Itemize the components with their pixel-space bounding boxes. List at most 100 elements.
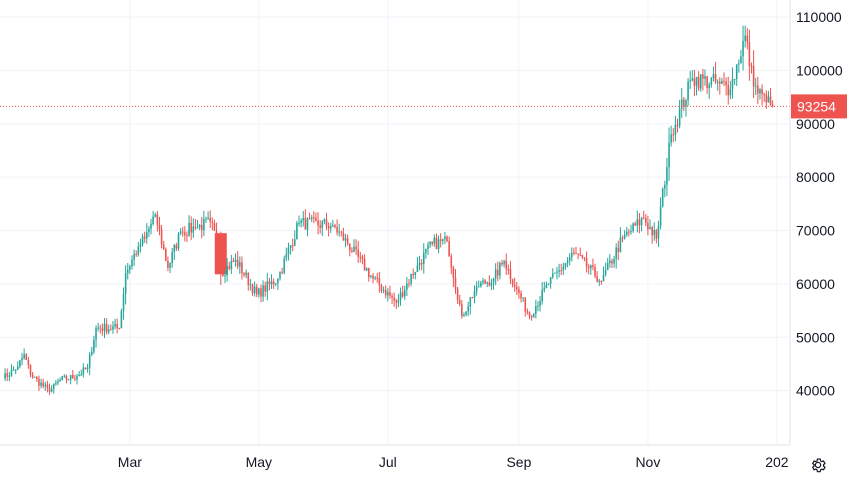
candle-body [184,232,186,236]
candle-body [488,282,491,286]
candle [678,99,681,129]
candle [258,287,260,298]
candle [507,264,510,275]
candle-body [727,85,730,96]
candle [558,263,560,278]
candle-body [74,378,76,380]
candle [169,262,171,274]
candle-body [761,89,763,95]
chart-settings-button[interactable] [807,454,829,476]
candle-body [568,257,571,261]
candle-body [188,222,190,236]
candle-body [334,225,336,228]
candle-body [253,286,256,294]
candle [150,218,152,235]
candle-body [611,260,613,264]
candle [260,284,262,303]
candle-body [545,284,548,288]
candle [247,272,250,291]
candle-body [471,297,474,299]
candle-body [50,389,53,392]
candle [619,227,622,253]
candle-body [649,227,651,230]
candle-body [46,384,49,388]
candle [425,248,427,259]
candle [437,235,440,254]
candle-body [283,258,286,273]
candle [348,243,351,257]
candle [744,25,746,48]
candle [403,285,406,301]
candle [137,241,140,257]
candle [680,88,683,118]
candle-body [537,305,539,307]
candle [763,92,765,102]
candle [427,241,429,255]
candle-body [499,262,501,276]
candle-body [418,262,421,266]
candle-body [52,383,55,390]
candle-body [329,226,332,229]
candle-body [716,81,719,83]
candle [623,230,626,240]
candle [494,263,497,286]
candle [313,211,315,224]
candle [408,278,410,288]
price-axis[interactable]: 40000 50000 60000 70000 80000 90000 100000 1100… [796,9,843,399]
candle-body [757,85,759,94]
candle [556,266,558,280]
candle-body [298,223,300,225]
candle [522,297,524,302]
candle-body [562,266,565,271]
candle [670,125,672,147]
candle-body [63,375,66,377]
candle-body [594,266,596,277]
candle-body [554,272,556,274]
candle-body [456,288,459,300]
candle-body [710,78,713,85]
candle [642,210,645,220]
candle-body [156,214,159,225]
candle [524,297,527,317]
candle [611,258,613,269]
candle-body [374,277,376,279]
candle [530,314,533,321]
candle-body [408,283,410,285]
candle-body [748,42,751,66]
candle [628,228,630,237]
candle-body [105,323,108,333]
candle-body [319,225,321,228]
candle-body [181,231,184,233]
candle-body [642,217,645,219]
candle [359,251,362,263]
candle-body [59,379,61,382]
candle [145,223,148,244]
candle [657,220,660,247]
candle-body [657,225,660,239]
candle-body [458,299,461,305]
candle-body [351,250,353,252]
candle [249,279,252,291]
candle [266,272,269,301]
candle-body [596,276,598,282]
candle-body [78,375,80,377]
candle [621,235,624,243]
candle [636,210,639,233]
candle [771,100,774,108]
candle-body [573,252,575,254]
candle-body [634,223,637,226]
candle [761,84,763,106]
candle-body [160,229,163,245]
candle-body [463,314,465,316]
gear-icon [811,458,826,473]
candle-body [116,323,118,328]
time-axis[interactable]: Mar May Jul Sep Nov 202 [118,454,789,470]
candle-body [581,254,584,258]
candle [277,278,279,290]
candle [143,231,146,243]
candle [107,324,110,335]
candle-body [126,269,129,274]
candle [503,259,505,268]
candle-body [484,280,486,284]
